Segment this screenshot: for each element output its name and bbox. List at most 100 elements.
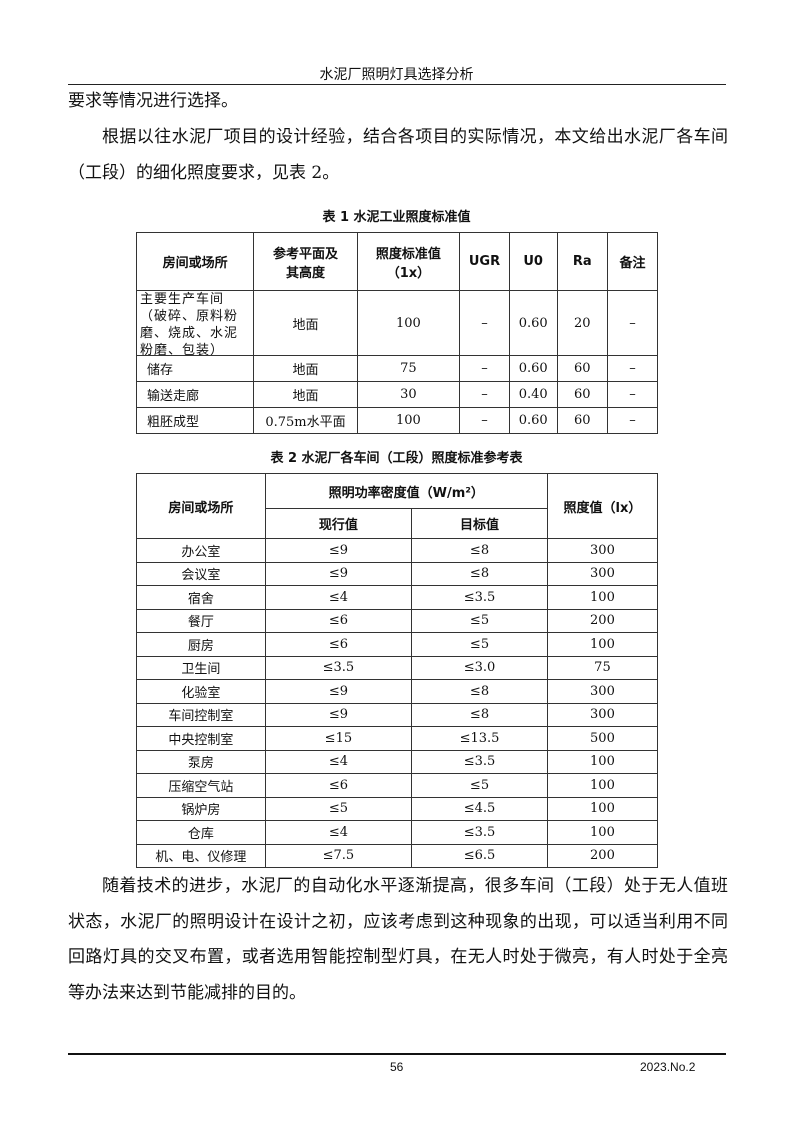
table-cell: ≤9 [264,702,413,727]
table-cell: ≤6.5 [411,843,548,868]
table-cell: 300 [546,538,659,563]
table-cell: ≤3.5 [264,655,413,680]
table-cell: ≤3.5 [411,749,548,774]
table-cell: 餐厅 [136,608,266,633]
table-cell: 100 [356,290,461,356]
table-cell: 0.60 [508,290,558,356]
table-cell: ≤4 [264,585,413,610]
footer-divider [68,1053,726,1055]
table-row: 泵房 ≤4 ≤3.5 100 [136,749,659,774]
table-cell: 100 [546,820,659,845]
table-row: 机、电、仪修理 ≤7.5 ≤6.5 200 [136,843,659,868]
table-cell: 办公室 [136,538,266,563]
column-header: 参考平面及其高度 [253,232,358,291]
column-header: 现行值 [264,508,413,539]
table-row: 储存 地面 75 – 0.60 60 – [135,355,659,382]
table-cell: ≤3.5 [411,585,548,610]
table-cell: 主要生产车间（破碎、原料粉磨、烧成、水泥粉磨、包装） [140,292,239,355]
paragraph: 要求等情况进行选择。 [68,91,238,111]
table-cell: 100 [546,796,659,821]
table-cell: 泵房 [136,749,266,774]
table-cell: 锅炉房 [136,796,266,821]
column-header: 房间或场所 [136,473,266,539]
table-cell: 75 [546,655,659,680]
header-divider [68,84,726,85]
table-row: 宿舍 ≤4 ≤3.5 100 [136,585,659,610]
table-cell: – [606,407,659,434]
paragraph: 根据以往水泥厂项目的设计经验，结合各项目的实际情况，本文给出水泥厂各车间（工段）… [68,127,728,183]
table-cell: 0.60 [508,407,558,434]
table-cell: 宿舍 [136,585,266,610]
table-cell: 100 [546,773,659,798]
table-row: 车间控制室 ≤9 ≤8 300 [136,702,659,727]
table-cell: ≤3.5 [411,820,548,845]
table-cell: 100 [546,585,659,610]
table-cell: 20 [556,290,608,356]
table-cell: 化验室 [136,679,266,704]
table-cell: – [606,355,659,382]
table-row: 主要生产车间（破碎、原料粉磨、烧成、水泥粉磨、包装） 地面 100 – 0.60… [135,290,659,356]
table-cell: ≤3.0 [411,655,548,680]
table-cell: 卫生间 [136,655,266,680]
table-cell: 0.60 [508,355,558,382]
table-cell: 粗胚成型 [135,407,255,434]
table-cell: 300 [546,679,659,704]
table-cell: ≤5 [411,632,548,657]
table-cell: ≤5 [411,773,548,798]
table-cell: 中央控制室 [136,726,266,751]
table-header-row: 房间或场所 照明功率密度值（W/m²） 照度值（lx） [136,473,659,539]
table-cell: 0.75m水平面 [253,407,358,434]
table-row: 输送走廊 地面 30 – 0.40 60 – [135,381,659,408]
table-header-row: 现行值 目标值 [137,508,658,539]
table-row: 餐厅 ≤6 ≤5 200 [136,608,659,633]
table-cell: ≤9 [264,538,413,563]
table-cell: 75 [356,355,461,382]
table-cell: ≤8 [411,561,548,586]
table-cell: 60 [556,381,608,408]
column-header: 照明功率密度值（W/m²） [264,473,548,509]
table-cell: ≤8 [411,679,548,704]
table-cell: – [459,381,510,408]
table-row: 中央控制室 ≤15 ≤13.5 500 [136,726,659,751]
column-header: Ra [556,232,608,291]
table-cell: 输送走廊 [135,381,255,408]
table-cell: 会议室 [136,561,266,586]
table-cell: ≤5 [411,608,548,633]
table-row: 办公室 ≤9 ≤8 300 [136,538,659,563]
table-cell: 30 [356,381,461,408]
table2-caption: 表 2 水泥厂各车间（工段）照度标准参考表 [270,451,523,466]
table-cell: ≤8 [411,702,548,727]
table-cell: ≤4 [264,820,413,845]
column-header: 房间或场所 [135,232,255,291]
page-number: 56 [390,1060,404,1074]
column-header: UGR [459,232,510,291]
table-cell: 60 [556,407,608,434]
table-cell: ≤6 [264,608,413,633]
table-cell: 仓库 [136,820,266,845]
table-cell: 100 [546,749,659,774]
table-cell: 200 [546,608,659,633]
table-cell: ≤5 [264,796,413,821]
table-cell: 机、电、仪修理 [136,843,266,868]
column-header: 照度值（lx） [546,473,659,539]
table-row: 厨房 ≤6 ≤5 100 [136,632,659,657]
table-cell: 地面 [253,290,358,356]
table1: 房间或场所 参考平面及其高度 照度标准值（1x） UGR U0 Ra 备注 主要… [135,232,659,434]
table-cell: 地面 [253,355,358,382]
table-cell: ≤6 [264,773,413,798]
table-cell: ≤13.5 [411,726,548,751]
table-row: 卫生间 ≤3.5 ≤3.0 75 [136,655,659,680]
table-cell: ≤4.5 [411,796,548,821]
table-cell: 地面 [253,381,358,408]
issue-label: 2023.No.2 [640,1060,696,1074]
column-header: 目标值 [411,508,548,539]
table-cell: – [606,290,659,356]
table-row: 锅炉房 ≤5 ≤4.5 100 [136,796,659,821]
table-cell: 300 [546,702,659,727]
table-cell: – [459,290,510,356]
table-cell: ≤9 [264,679,413,704]
table2: 房间或场所 照明功率密度值（W/m²） 照度值（lx） 现行值 目标值 办公室 ≤… [136,473,659,868]
table-cell: 60 [556,355,608,382]
table-cell: 0.40 [508,381,558,408]
table-cell: – [459,407,510,434]
